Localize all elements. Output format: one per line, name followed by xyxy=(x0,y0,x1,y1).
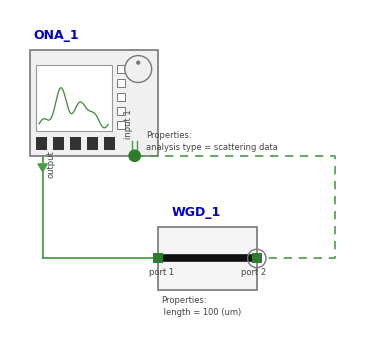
Bar xyxy=(103,137,115,150)
Text: port 2: port 2 xyxy=(241,268,266,276)
Bar xyxy=(117,65,125,73)
Text: port 1: port 1 xyxy=(149,268,174,276)
Text: input 1: input 1 xyxy=(124,109,133,139)
Text: WGD_1: WGD_1 xyxy=(172,206,221,219)
Bar xyxy=(117,107,125,115)
Text: output: output xyxy=(47,150,56,178)
Bar xyxy=(252,253,262,263)
Bar xyxy=(153,253,163,263)
Bar xyxy=(117,93,125,101)
Circle shape xyxy=(125,56,152,82)
Bar xyxy=(117,121,125,129)
Circle shape xyxy=(128,149,141,162)
Polygon shape xyxy=(38,164,47,172)
Bar xyxy=(87,137,98,150)
Text: ONA_1: ONA_1 xyxy=(34,29,79,42)
Circle shape xyxy=(136,61,140,65)
Bar xyxy=(36,137,47,150)
Bar xyxy=(52,137,64,150)
Text: Properties:
 length = 100 (um): Properties: length = 100 (um) xyxy=(161,296,241,317)
Bar xyxy=(70,137,81,150)
Bar xyxy=(30,50,158,156)
Bar xyxy=(158,227,257,290)
Bar xyxy=(117,79,125,87)
Bar xyxy=(36,65,112,131)
Text: Properties:
analysis type = scattering data: Properties: analysis type = scattering d… xyxy=(146,131,278,152)
